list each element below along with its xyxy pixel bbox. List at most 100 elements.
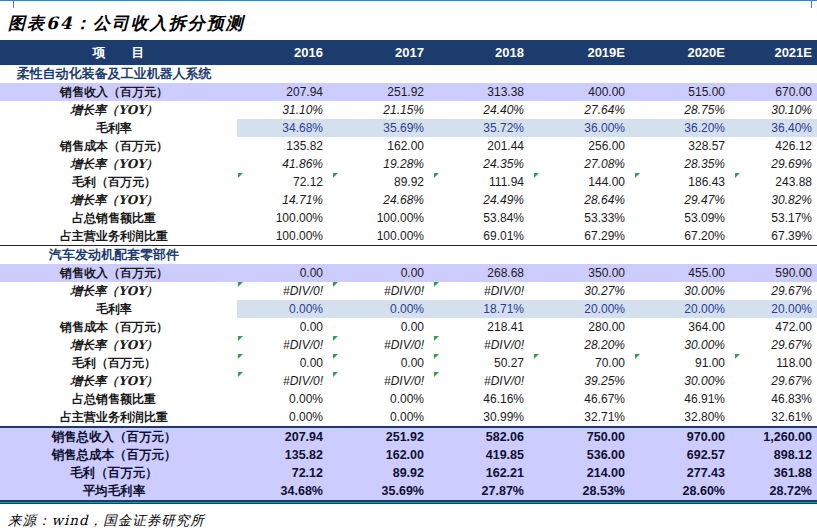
error-flag-icon: [238, 173, 243, 178]
total-row: 销售总成本（百万元）135.82162.00419.85536.00692.57…: [0, 446, 817, 464]
value-cell: 162.00: [332, 137, 433, 155]
cell-text: 32.61%: [771, 410, 812, 424]
cell-text: 201.44: [487, 139, 524, 153]
value-cell: 35.69%: [332, 119, 433, 137]
cell-text: 162.00: [387, 139, 424, 153]
value-cell: 35.69%: [332, 482, 433, 500]
data-row: 占总销售额比重100.00%100.00%53.84%53.33%53.09%5…: [0, 209, 817, 227]
cell-text: 28.64%: [584, 193, 625, 207]
cell-text: 268.68: [487, 266, 524, 280]
year-column-header: 2018: [433, 40, 533, 65]
row-label: 增长率（YOY）: [0, 336, 237, 354]
cell-text: 0.00: [300, 320, 323, 334]
cell-text: 515.00: [688, 85, 725, 99]
value-cell: 91.00: [634, 354, 734, 372]
value-cell: #DIV/0!: [237, 336, 332, 354]
value-cell: 670.00: [734, 83, 817, 101]
value-cell: 39.25%: [533, 372, 634, 390]
value-cell: 750.00: [533, 427, 634, 446]
row-label: 占总销售额比重: [0, 390, 237, 408]
row-label: 毛利（百万元）: [0, 173, 237, 191]
cell-text: 280.00: [588, 320, 625, 334]
value-cell: 28.75%: [634, 101, 734, 119]
value-cell: 67.39%: [734, 227, 817, 246]
value-cell: [533, 65, 634, 83]
value-cell: 20.00%: [734, 300, 817, 318]
cell-text: 20.00%: [584, 302, 625, 316]
data-row: 占主营业务利润比重100.00%100.00%69.01%67.29%67.20…: [0, 227, 817, 246]
value-cell: 0.00: [237, 264, 332, 282]
cell-text: #DIV/0!: [484, 374, 524, 388]
cell-text: 30.00%: [684, 338, 725, 352]
cell-text: 20.00%: [771, 302, 812, 316]
row-label: 销售收入（百万元）: [0, 83, 237, 101]
row-label: 毛利率: [0, 300, 237, 318]
value-cell: #DIV/0!: [433, 336, 533, 354]
value-cell: 243.88: [734, 173, 817, 191]
value-cell: 100.00%: [237, 209, 332, 227]
value-cell: 24.49%: [433, 191, 533, 209]
cell-text: 28.72%: [770, 484, 812, 498]
cell-text: 27.64%: [584, 103, 625, 117]
section-header-row: 汽车发动机配套零部件: [0, 246, 817, 265]
error-flag-icon: [534, 354, 539, 359]
value-cell: 135.82: [237, 137, 332, 155]
error-flag-icon: [434, 173, 439, 178]
cell-text: 29.67%: [771, 338, 812, 352]
value-cell: 0.00%: [332, 390, 433, 408]
value-cell: #DIV/0!: [332, 282, 433, 300]
value-cell: 53.33%: [533, 209, 634, 227]
data-row: 增长率（YOY）41.86%19.28%24.35%27.08%28.35%29…: [0, 155, 817, 173]
error-flag-icon: [333, 336, 338, 341]
value-cell: 28.53%: [533, 482, 634, 500]
cell-text: 70.00: [595, 356, 625, 370]
value-cell: 21.15%: [332, 101, 433, 119]
cell-text: 24.68%: [383, 193, 424, 207]
value-cell: 34.68%: [237, 482, 332, 500]
cell-text: 218.41: [487, 320, 524, 334]
cell-text: 0.00%: [390, 302, 424, 316]
cell-text: 186.43: [688, 175, 725, 189]
year-column-header: 2021E: [734, 40, 817, 65]
value-cell: 162.00: [332, 446, 433, 464]
year-column-header: 2020E: [634, 40, 734, 65]
value-cell: 50.27: [433, 354, 533, 372]
value-cell: #DIV/0!: [433, 282, 533, 300]
value-cell: 256.00: [533, 137, 634, 155]
value-cell: 24.35%: [433, 155, 533, 173]
cell-text: 32.71%: [584, 410, 625, 424]
data-row: 增长率（YOY）#DIV/0!#DIV/0!#DIV/0!28.20%30.00…: [0, 336, 817, 354]
error-flag-icon: [735, 173, 740, 178]
data-row: 占主营业务利润比重0.00%0.00%30.99%32.71%32.80%32.…: [0, 408, 817, 427]
row-label: 销售收入（百万元）: [0, 264, 237, 282]
value-cell: 29.47%: [634, 191, 734, 209]
value-cell: 400.00: [533, 83, 634, 101]
top-border-line: [0, 0, 817, 8]
cell-text: 750.00: [587, 430, 625, 444]
cell-text: 67.39%: [771, 229, 812, 243]
value-cell: 251.92: [332, 427, 433, 446]
value-cell: 41.86%: [237, 155, 332, 173]
total-row: 毛利（百万元）72.1289.92162.21214.00277.43361.8…: [0, 464, 817, 482]
value-cell: 328.57: [634, 137, 734, 155]
figure-title: 图表64：公司收入拆分预测: [0, 8, 817, 40]
row-label: 增长率（YOY）: [0, 155, 237, 173]
revenue-forecast-table: 项 目2016201720182019E2020E2021E柔性自动化装备及工业…: [0, 40, 817, 500]
value-cell: 20.00%: [533, 300, 634, 318]
cell-text: 46.16%: [483, 392, 524, 406]
error-flag-icon: [434, 282, 439, 287]
data-row: 毛利率34.68%35.69%35.72%36.00%36.20%36.40%: [0, 119, 817, 137]
value-cell: 29.69%: [734, 155, 817, 173]
value-cell: [533, 246, 634, 265]
error-flag-icon: [238, 372, 243, 377]
cell-text: 28.20%: [584, 338, 625, 352]
error-flag-icon: [434, 336, 439, 341]
cell-text: 39.25%: [584, 374, 625, 388]
cell-text: 72.12: [293, 175, 323, 189]
cell-text: #DIV/0!: [384, 284, 424, 298]
total-row: 销售总收入（百万元）207.94251.92582.06750.00970.00…: [0, 427, 817, 446]
value-cell: 214.00: [533, 464, 634, 482]
value-cell: 218.41: [433, 318, 533, 336]
cell-text: 72.12: [292, 466, 323, 480]
value-cell: 100.00%: [332, 227, 433, 246]
